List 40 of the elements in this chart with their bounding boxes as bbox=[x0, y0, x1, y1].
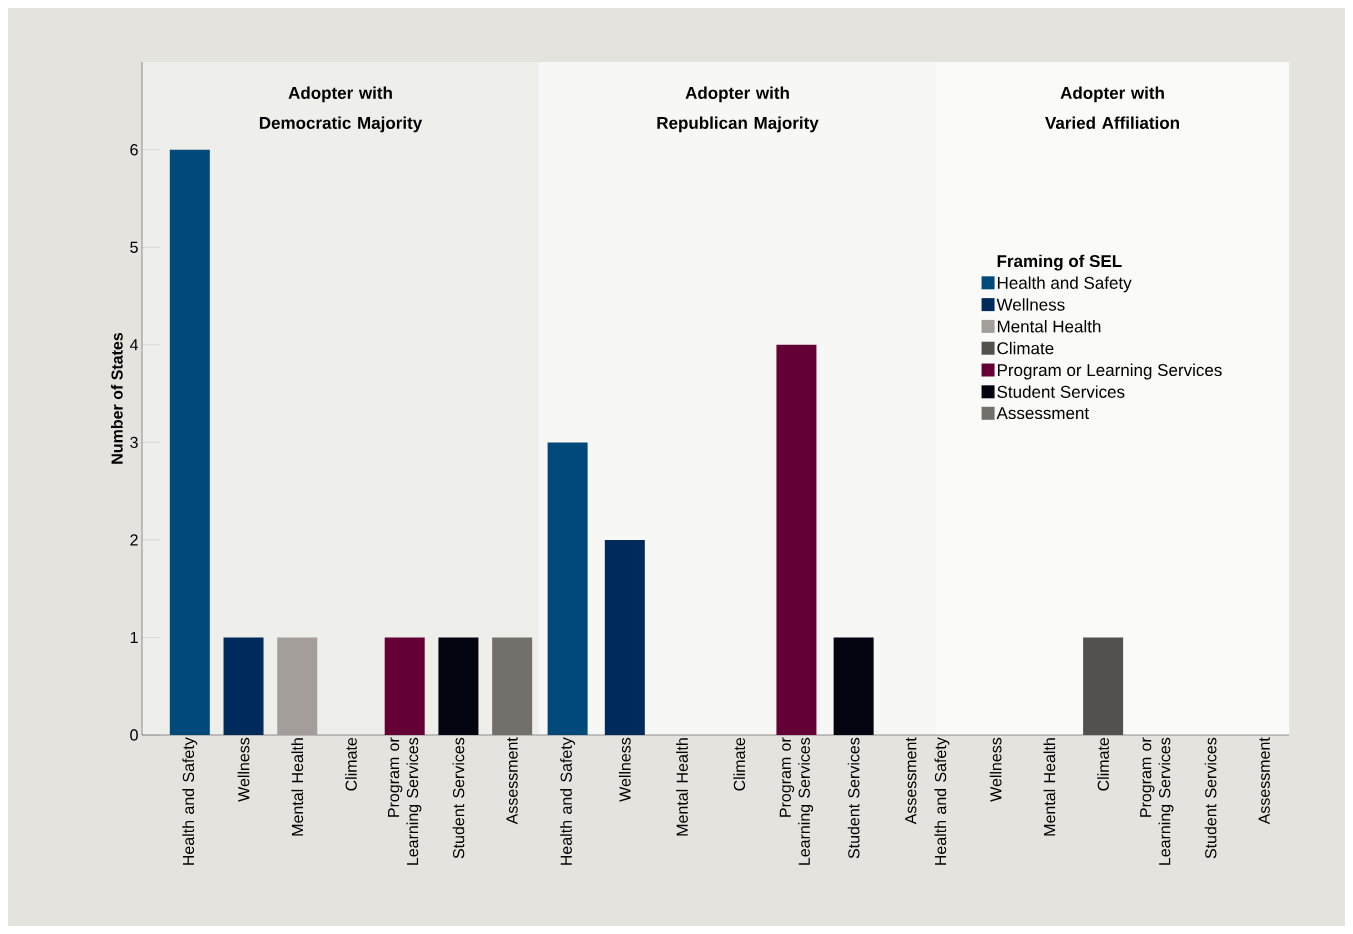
y-tick-label: 5 bbox=[130, 241, 138, 253]
x-tick-label: Climate bbox=[733, 737, 746, 791]
x-tick-label: Wellness bbox=[618, 737, 631, 802]
x-tick-label: Assessment bbox=[905, 737, 917, 825]
y-tick-label: 0 bbox=[130, 729, 138, 741]
x-tick-label: Student Services bbox=[847, 737, 860, 859]
x-tick-label: Climate bbox=[1097, 737, 1109, 791]
x-tick-label: Student Services bbox=[452, 737, 465, 859]
x-tick-label: Mental Health bbox=[291, 738, 304, 836]
x-tick-label: Health and Safety bbox=[934, 737, 950, 865]
y-tick-label: 4 bbox=[129, 339, 139, 351]
x-tick-label: Program or Learning Services bbox=[388, 737, 422, 865]
legend-label: Mental Health bbox=[997, 320, 1101, 333]
legend-label: Climate bbox=[997, 341, 1054, 355]
x-tick-label: Assessment bbox=[1258, 737, 1270, 825]
x-tick-label: Climate bbox=[345, 737, 357, 791]
legend-label: Assessment bbox=[996, 407, 1089, 420]
x-tick-label: Health and Safety bbox=[182, 737, 198, 865]
x-tick-label: Student Services bbox=[1204, 737, 1217, 859]
text: Adopter with Democratic Majority bbox=[259, 86, 423, 133]
text: Adopter with Varied Affiliation bbox=[1045, 86, 1179, 129]
y-axis-title: Number of States bbox=[110, 332, 123, 464]
x-tick-label: Health and Safety bbox=[560, 737, 576, 865]
legend-label: Program or Learning Services bbox=[997, 363, 1222, 380]
legend-label: Student Services bbox=[997, 385, 1125, 398]
y-tick-label: 3 bbox=[130, 436, 138, 449]
x-tick-label: Wellness bbox=[237, 737, 250, 802]
legend-label: Health and Safety bbox=[997, 276, 1132, 293]
x-tick-label: Program or Learning Services bbox=[779, 737, 814, 865]
text: Adopter with Republican Majority bbox=[657, 86, 819, 133]
legend-label: Wellness bbox=[996, 298, 1065, 311]
x-tick-label: Wellness bbox=[989, 737, 1002, 802]
x-tick-label: Mental Health bbox=[676, 738, 688, 836]
y-tick-label: 1 bbox=[130, 631, 138, 643]
x-tick-label: Mental Health bbox=[1043, 738, 1056, 836]
x-tick-label: Assessment bbox=[506, 737, 518, 825]
x-tick-label: Program or Learning Services bbox=[1140, 737, 1174, 865]
y-tick-label: 2 bbox=[130, 534, 138, 546]
legend-title: Framing of SEL bbox=[997, 254, 1122, 271]
y-tick-label: 6 bbox=[130, 144, 138, 156]
